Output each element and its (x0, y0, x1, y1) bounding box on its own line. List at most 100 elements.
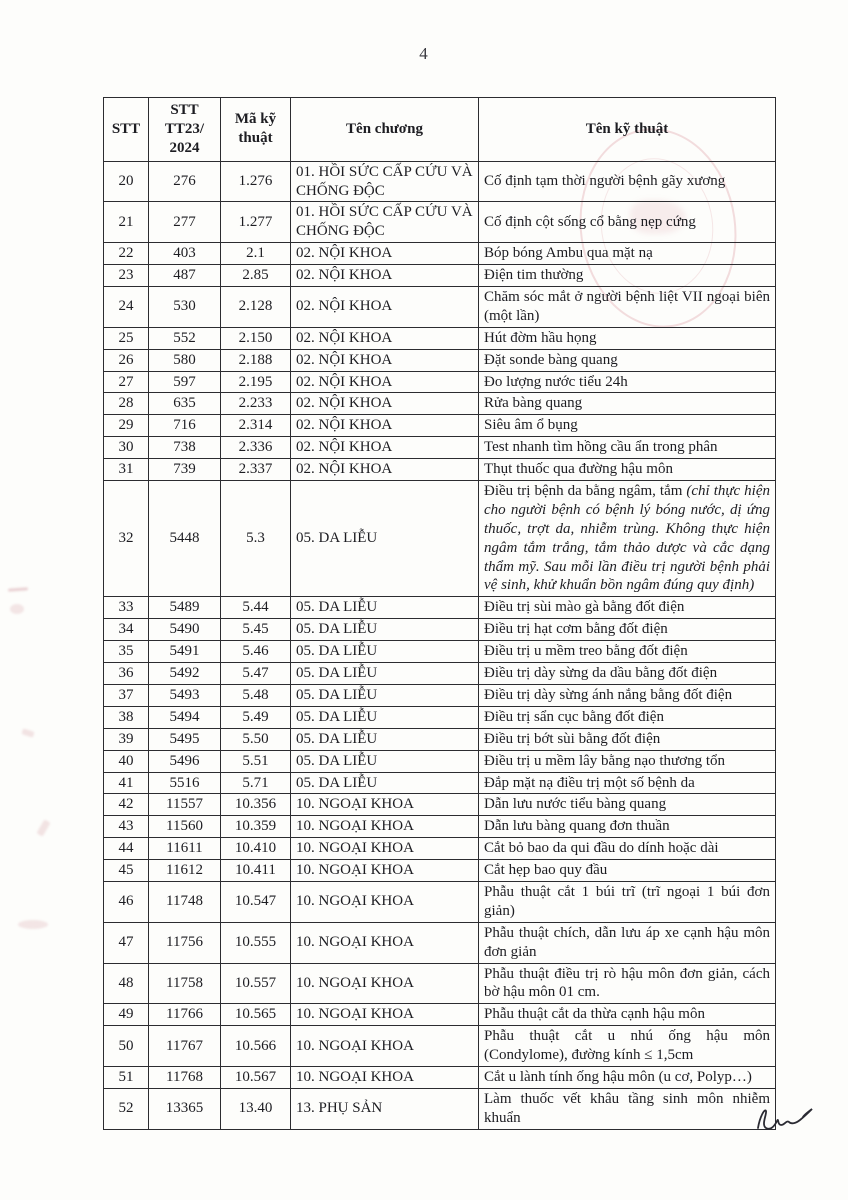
cell-stt: 23 (103, 264, 149, 288)
table-row: 26 580 2.188 02. NỘI KHOA Đặt sonde bàng… (103, 348, 776, 372)
table-row: 38 5494 5.49 05. DA LIỄU Điều trị sẩn cụ… (103, 705, 776, 729)
cell-ma-ky-thuat: 13.40 (220, 1087, 291, 1130)
cell-ten-chuong: 02. NỘI KHOA (290, 264, 479, 288)
cell-ten-chuong: 02. NỘI KHOA (290, 286, 479, 328)
cell-stt-tt23: 403 (148, 242, 221, 266)
table-row: 44 11611 10.410 10. NGOẠI KHOA Cắt bỏ ba… (103, 837, 776, 861)
cell-ten-chuong: 10. NGOẠI KHOA (290, 1065, 479, 1089)
cell-stt-tt23: 11766 (148, 1003, 221, 1027)
cell-stt: 42 (103, 793, 149, 817)
cell-ten-ky-thuat: Thụt thuốc qua đường hậu môn (478, 458, 776, 482)
table-row: 21 277 1.277 01. HỒI SỨC CẤP CỨU VÀ CHỐN… (103, 201, 776, 244)
cell-stt-tt23: 11768 (148, 1065, 221, 1089)
cell-ten-ky-thuat: Phẫu thuật điều trị rò hậu môn đơn giản,… (478, 962, 776, 1005)
cell-ten-ky-thuat: Điều trị hạt cơm bằng đốt điện (478, 618, 776, 642)
tech-name-text: Chăm sóc mắt ở người bệnh liệt VII ngoại… (484, 289, 770, 324)
cell-ten-chuong: 10. NGOẠI KHOA (290, 880, 479, 923)
margin-mark-icon (7, 587, 29, 592)
cell-stt-tt23: 5490 (148, 618, 221, 642)
cell-stt-tt23: 530 (148, 286, 221, 328)
cell-ten-ky-thuat: Đắp mặt nạ điều trị một số bệnh da (478, 771, 776, 795)
tech-name-text: Cố định tạm thời người bệnh gãy xương (484, 173, 726, 190)
cell-stt: 30 (103, 436, 149, 460)
cell-ten-chuong: 10. NGOẠI KHOA (290, 1003, 479, 1027)
procedures-table: STT STT TT23/ 2024 Mã kỹ thuật Tên chươn… (103, 97, 776, 1130)
cell-stt-tt23: 552 (148, 326, 221, 350)
cell-stt: 39 (103, 727, 149, 751)
cell-ten-ky-thuat: Rửa bàng quang (478, 392, 776, 416)
cell-ten-chuong: 05. DA LIỄU (290, 749, 479, 773)
table-row: 34 5490 5.45 05. DA LIỄU Điều trị hạt cơ… (103, 618, 776, 642)
cell-ten-ky-thuat: Cố định tạm thời người bệnh gãy xương (478, 160, 776, 203)
table-row: 30 738 2.336 02. NỘI KHOA Test nhanh tìm… (103, 436, 776, 460)
cell-ten-ky-thuat: Phẫu thuật cắt da thừa cạnh hậu môn (478, 1003, 776, 1027)
cell-stt-tt23: 11612 (148, 859, 221, 882)
cell-stt-tt23: 738 (148, 436, 221, 460)
tech-name-text: Điều trị dày sừng da dầu bằng đốt điện (484, 665, 718, 682)
cell-ten-chuong: 02. NỘI KHOA (290, 326, 479, 350)
cell-ten-chuong: 02. NỘI KHOA (290, 414, 479, 438)
cell-ma-ky-thuat: 2.128 (220, 286, 291, 328)
header-ten-chuong: Tên chương (290, 97, 479, 162)
cell-ten-ky-thuat: Cắt hẹp bao quy đầu (478, 859, 776, 882)
cell-ten-chuong: 02. NỘI KHOA (290, 370, 479, 394)
cell-ten-chuong: 02. NỘI KHOA (290, 458, 479, 482)
cell-ten-ky-thuat: Cố định cột sống cổ bằng nẹp cứng (478, 201, 776, 244)
cell-stt: 47 (103, 921, 149, 964)
tech-name-text: Dẫn lưu nước tiểu bàng quang (484, 796, 667, 813)
tech-name-text: Phẫu thuật cắt 1 búi trĩ (trĩ ngoại 1 bú… (484, 883, 770, 919)
cell-ma-ky-thuat: 2.195 (220, 370, 291, 394)
cell-ten-chuong: 02. NỘI KHOA (290, 348, 479, 372)
tech-name-text: Phẫu thuật điều trị rò hậu môn đơn giản,… (484, 965, 770, 1001)
table-row: 24 530 2.128 02. NỘI KHOA Chăm sóc mắt ở… (103, 286, 776, 328)
cell-stt: 33 (103, 596, 149, 620)
cell-stt: 40 (103, 749, 149, 773)
page-number: 4 (419, 44, 429, 63)
table-row: 43 11560 10.359 10. NGOẠI KHOA Dẫn lưu b… (103, 815, 776, 839)
cell-stt-tt23: 739 (148, 458, 221, 482)
cell-ten-chuong: 05. DA LIỄU (290, 662, 479, 685)
cell-ma-ky-thuat: 5.51 (220, 749, 291, 773)
tech-name-text: Điều trị bệnh da bằng ngâm, tắm (484, 483, 687, 500)
cell-ten-chuong: 02. NỘI KHOA (290, 392, 479, 416)
cell-stt: 21 (103, 201, 149, 244)
table-row: 42 11557 10.356 10. NGOẠI KHOA Dẫn lưu n… (103, 793, 776, 817)
table-row: 39 5495 5.50 05. DA LIỄU Điều trị bớt sù… (103, 727, 776, 751)
cell-stt: 48 (103, 962, 149, 1005)
cell-ten-chuong: 05. DA LIỄU (290, 480, 479, 598)
cell-stt-tt23: 580 (148, 348, 221, 372)
cell-ten-chuong: 01. HỒI SỨC CẤP CỨU VÀ CHỐNG ĐỘC (290, 160, 479, 203)
cell-ten-ky-thuat: Điều trị sẩn cục bằng đốt điện (478, 705, 776, 729)
table-row: 33 5489 5.44 05. DA LIỄU Điều trị sùi mà… (103, 596, 776, 620)
cell-ma-ky-thuat: 5.71 (220, 771, 291, 795)
cell-ma-ky-thuat: 2.85 (220, 264, 291, 288)
cell-stt: 41 (103, 771, 149, 795)
cell-ten-chuong: 10. NGOẠI KHOA (290, 962, 479, 1005)
tech-name-text: Điều trị bớt sùi bằng đốt điện (484, 730, 661, 747)
cell-stt-tt23: 11756 (148, 921, 221, 964)
cell-ten-ky-thuat: Điều trị u mềm lây bằng nạo thương tổn (478, 749, 776, 773)
table-row: 51 11768 10.567 10. NGOẠI KHOA Cắt u làn… (103, 1065, 776, 1089)
cell-stt-tt23: 5516 (148, 771, 221, 795)
cell-ma-ky-thuat: 2.233 (220, 392, 291, 416)
cell-ten-ky-thuat: Đặt sonde bàng quang (478, 348, 776, 372)
cell-ma-ky-thuat: 10.547 (220, 880, 291, 923)
cell-stt: 49 (103, 1003, 149, 1027)
cell-stt: 31 (103, 458, 149, 482)
cell-ma-ky-thuat: 5.49 (220, 705, 291, 729)
cell-ten-ky-thuat: Hút đờm hầu họng (478, 326, 776, 350)
cell-ma-ky-thuat: 10.567 (220, 1065, 291, 1089)
cell-ten-ky-thuat: Cắt u lành tính ống hậu môn (u cơ, Polyp… (478, 1065, 776, 1089)
cell-ten-chuong: 01. HỒI SỨC CẤP CỨU VÀ CHỐNG ĐỘC (290, 201, 479, 244)
cell-stt-tt23: 5489 (148, 596, 221, 620)
cell-ma-ky-thuat: 10.411 (220, 859, 291, 882)
cell-ten-ky-thuat: Bóp bóng Ambu qua mặt nạ (478, 242, 776, 266)
cell-stt: 36 (103, 662, 149, 685)
table-row: 27 597 2.195 02. NỘI KHOA Đo lượng nước … (103, 370, 776, 394)
cell-stt-tt23: 5448 (148, 480, 221, 598)
tech-name-text: Dẫn lưu bàng quang đơn thuần (484, 818, 670, 835)
cell-stt-tt23: 11557 (148, 793, 221, 817)
cell-ma-ky-thuat: 10.565 (220, 1003, 291, 1027)
tech-name-text: Làm thuốc vết khâu tầng sinh môn nhiễm k… (484, 1090, 770, 1126)
